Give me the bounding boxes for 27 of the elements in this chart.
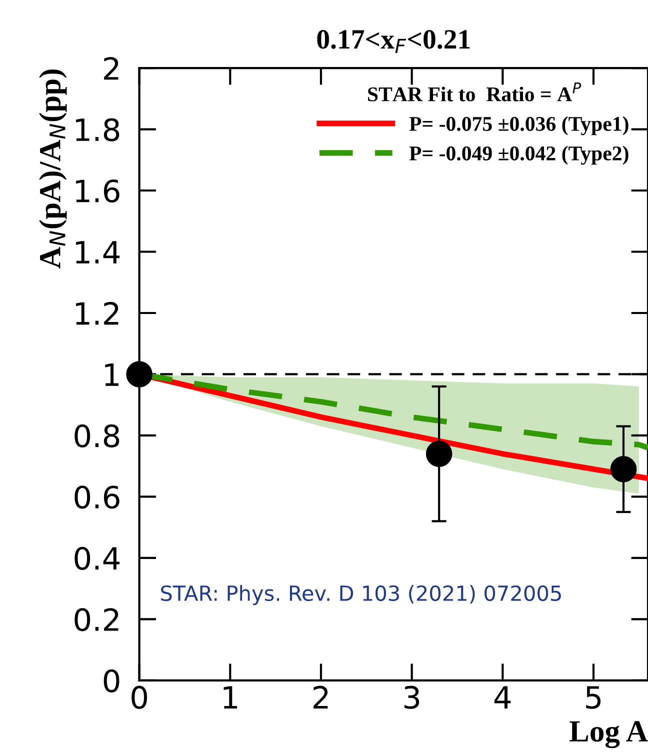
x-tick-label: 5 xyxy=(586,686,601,709)
point xyxy=(610,456,637,482)
x-tick-label: 4 xyxy=(494,686,511,708)
y-tick-label: 0.4 xyxy=(74,546,120,570)
point xyxy=(126,361,152,388)
y-tick-label: 1.4 xyxy=(76,241,120,264)
x-tick-label: 2 xyxy=(314,686,328,708)
y-tick-label: 0.8 xyxy=(74,424,120,448)
y-tick-label: 1.2 xyxy=(76,302,118,325)
y-tick-label: 1.8 xyxy=(76,118,120,142)
y-tick-label: 1.6 xyxy=(76,179,120,203)
y-axis-title: A$_{N}$(pA)/A$_{N}$(pp) xyxy=(39,70,67,268)
x-tick-label: 3 xyxy=(404,686,420,709)
point xyxy=(426,440,452,467)
y-tick-label: 2 xyxy=(104,56,118,80)
legend-title: STAR Fit to Ratio = A$^{P}$ xyxy=(368,82,582,102)
legend-label: P= -0.075 ±0.036 (Type1) xyxy=(409,116,628,136)
y-tick-label: 0 xyxy=(104,669,120,692)
annotation: STAR: Phys. Rev. D 103 (2021) 072005 xyxy=(161,584,561,606)
y-tick-label: 0.2 xyxy=(74,608,118,632)
x-tick-label: 0 xyxy=(132,686,148,709)
y-tick-label: 0.6 xyxy=(74,486,120,509)
legend-label: P= -0.049 ±0.042 (Type2) xyxy=(409,146,628,165)
chart-title: 0.17<x$_{F}$<0.21 xyxy=(317,30,470,54)
y-tick-label: 1 xyxy=(105,364,118,386)
x-axis-title: Log A xyxy=(570,721,648,748)
x-tick-label: 1 xyxy=(224,686,238,708)
